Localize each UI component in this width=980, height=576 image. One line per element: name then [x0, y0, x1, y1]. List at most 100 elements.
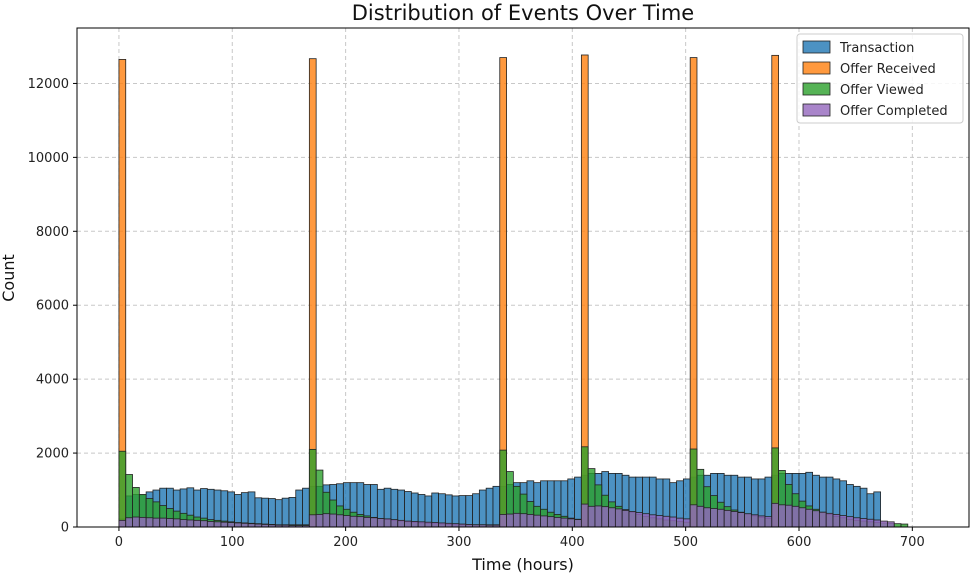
histogram-bar — [560, 517, 569, 528]
histogram-bar — [771, 502, 779, 528]
histogram-bar — [247, 491, 256, 528]
histogram-bar — [764, 516, 773, 528]
histogram-bar — [254, 497, 263, 528]
histogram-bar — [125, 517, 133, 528]
histogram-bar — [832, 514, 841, 528]
plot-frame — [76, 27, 970, 528]
histogram-bar — [397, 519, 405, 528]
histogram-bar — [852, 517, 861, 528]
x-tick-label: 200 — [333, 535, 358, 550]
x-tick-label: 400 — [560, 535, 585, 550]
histogram-bar — [227, 522, 235, 528]
histogram-bar — [655, 515, 664, 528]
histogram-bar — [240, 522, 249, 528]
histogram-bar — [472, 493, 480, 528]
histogram-bar — [308, 514, 317, 528]
histogram-bar — [240, 492, 249, 528]
histogram-bar — [444, 522, 453, 528]
series-offer-received — [118, 54, 779, 528]
histogram-bar — [485, 487, 494, 528]
histogram-bar — [737, 512, 745, 528]
histogram-bar — [302, 487, 310, 528]
histogram-bar — [383, 518, 392, 528]
histogram-bar — [553, 516, 562, 528]
x-axis-title: Time (hours) — [471, 555, 574, 574]
histogram-bar — [798, 507, 807, 528]
histogram-bar — [519, 513, 528, 528]
x-tick-label: 500 — [673, 535, 698, 550]
histogram-bar — [329, 513, 337, 528]
y-tick-label: 12000 — [28, 77, 69, 92]
histogram-bar — [159, 517, 167, 528]
histogram-bar — [234, 494, 242, 528]
histogram-bar — [118, 519, 127, 528]
histogram-bar — [689, 504, 698, 528]
histogram-bar — [213, 521, 222, 528]
histogram-bar — [540, 515, 548, 528]
x-tick-label: 600 — [787, 535, 812, 550]
axis-ticks: 0 100 200 300 400 500 600 700 0 2000 4000 6000 8000 1… — [28, 77, 925, 550]
histogram-bar — [166, 518, 174, 528]
histogram-bar — [363, 516, 371, 528]
x-tick-label: 0 — [115, 535, 123, 550]
histogram-bar — [356, 516, 365, 528]
histogram-bar — [220, 521, 229, 528]
histogram-bar — [778, 504, 786, 528]
histogram-bar — [614, 508, 623, 528]
histogram-bar — [750, 514, 759, 528]
y-tick-label: 4000 — [36, 373, 69, 388]
histogram-bar — [662, 515, 671, 528]
x-tick-label: 700 — [900, 535, 925, 550]
histogram-bar — [608, 507, 616, 528]
histogram-bar — [288, 497, 297, 528]
histogram-bar — [438, 522, 446, 528]
histogram-bar — [506, 513, 514, 528]
histogram-bar — [390, 519, 399, 528]
histogram-bar — [873, 519, 881, 528]
histogram-bar — [580, 503, 589, 528]
histogram-bar — [336, 514, 344, 528]
histogram-bar — [295, 489, 303, 528]
histogram-bar — [261, 497, 269, 528]
histogram-bar — [417, 521, 426, 528]
histogram-bar — [274, 499, 283, 528]
y-tick-label: 6000 — [36, 299, 69, 314]
y-tick-label: 0 — [61, 521, 69, 536]
histogram-bar — [499, 514, 507, 528]
y-tick-label: 8000 — [36, 225, 69, 240]
histogram-bar — [784, 504, 793, 528]
y-tick-label: 2000 — [36, 447, 69, 462]
y-axis-title: Count — [0, 254, 18, 302]
histogram-bar — [723, 509, 732, 528]
legend-swatch — [802, 61, 831, 75]
histogram-bar — [805, 508, 813, 528]
histogram-bar — [342, 515, 351, 528]
histogram-bar — [478, 489, 487, 528]
histogram-bar — [886, 521, 895, 528]
histogram-bar — [431, 492, 439, 528]
histogram-bar — [621, 509, 630, 528]
histogram-bar — [546, 516, 555, 528]
histogram-bar — [444, 494, 453, 528]
histogram-bar — [866, 518, 875, 528]
histogram-bar — [200, 520, 208, 528]
histogram-bar — [880, 520, 888, 528]
histogram-bar — [730, 511, 739, 528]
histogram-bar — [206, 521, 215, 528]
histogram-bar — [812, 510, 820, 528]
histogram-bar — [118, 450, 127, 528]
histogram-bar — [635, 512, 643, 528]
histogram-bar — [410, 521, 419, 528]
histogram-bar — [281, 497, 290, 528]
histogram-bar — [818, 511, 827, 528]
histogram-bar — [349, 515, 358, 528]
histogram-bar — [451, 495, 460, 528]
histogram-bar — [703, 507, 711, 528]
histogram-bar — [846, 516, 854, 528]
histogram-bar — [132, 516, 140, 528]
x-tick-label: 300 — [447, 535, 472, 550]
histogram-bar — [533, 514, 541, 528]
histogram-bar — [404, 520, 412, 528]
chart-title: Distribution of Events Over Time — [352, 1, 694, 25]
histogram-bar — [431, 522, 439, 528]
